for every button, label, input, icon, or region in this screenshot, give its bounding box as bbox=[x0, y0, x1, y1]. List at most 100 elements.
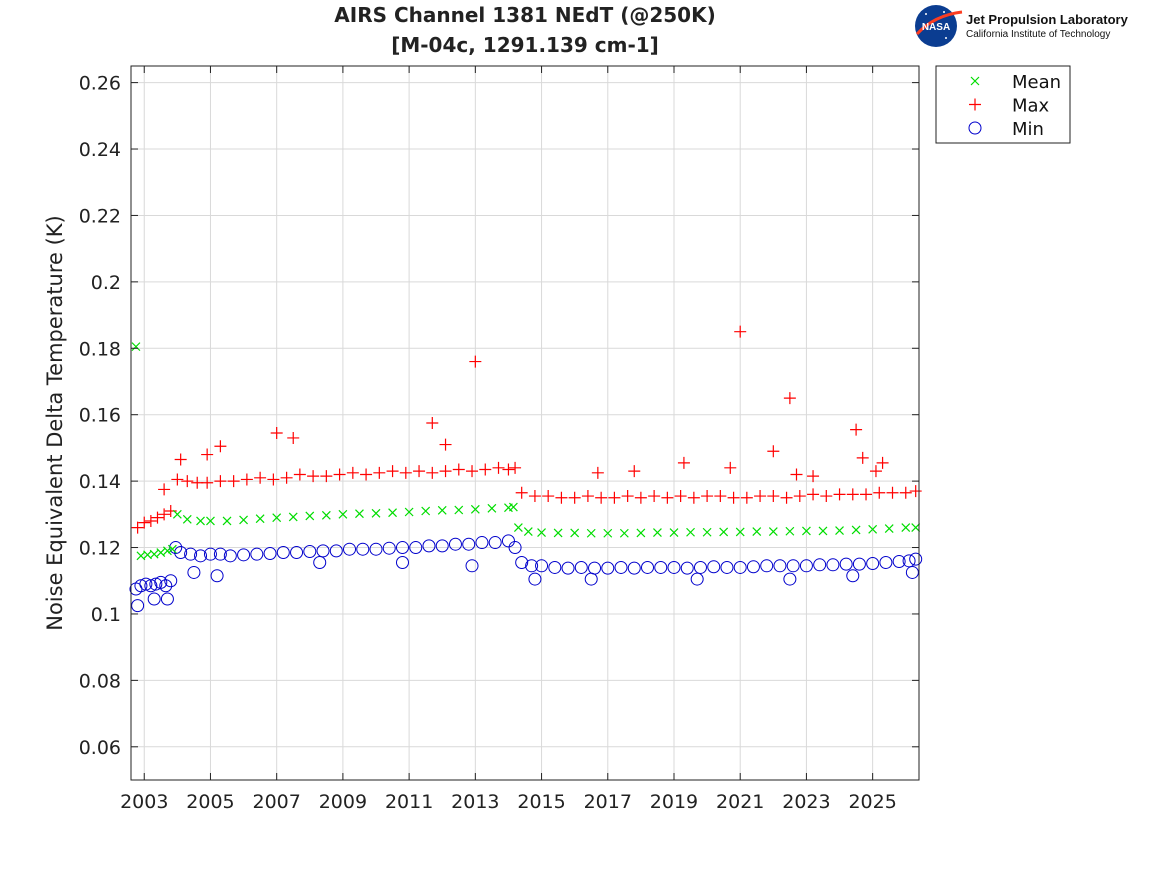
point-max bbox=[201, 476, 214, 489]
point-min bbox=[395, 555, 409, 569]
legend-box bbox=[935, 65, 1071, 144]
point-mean bbox=[338, 509, 348, 519]
point-min bbox=[760, 559, 774, 573]
series-max bbox=[131, 325, 922, 534]
point-mean bbox=[371, 508, 381, 518]
point-mean bbox=[669, 528, 679, 538]
point-max bbox=[509, 461, 522, 474]
point-mean bbox=[884, 524, 894, 534]
point-max bbox=[131, 521, 144, 534]
point-max bbox=[439, 465, 452, 478]
y-tick-label: 0.06 bbox=[79, 737, 121, 759]
x-tick-label: 2011 bbox=[385, 791, 433, 813]
point-max bbox=[214, 475, 227, 488]
point-min bbox=[488, 536, 502, 550]
point-max bbox=[542, 490, 555, 503]
point-min bbox=[290, 546, 304, 560]
point-min bbox=[448, 537, 462, 551]
point-min bbox=[343, 542, 357, 556]
point-max bbox=[807, 488, 820, 501]
point-mean bbox=[487, 503, 497, 513]
point-max bbox=[158, 483, 171, 496]
point-max bbox=[754, 490, 767, 503]
point-max bbox=[469, 355, 482, 368]
point-min bbox=[501, 534, 515, 548]
point-min bbox=[909, 552, 923, 566]
point-min bbox=[690, 572, 704, 586]
point-mean bbox=[131, 342, 141, 352]
point-mean bbox=[206, 516, 215, 526]
x-tick-label: 2005 bbox=[186, 791, 234, 813]
legend-marker-max bbox=[969, 98, 981, 111]
legend-marker-mean bbox=[970, 76, 980, 86]
point-min bbox=[187, 565, 201, 579]
point-max bbox=[386, 465, 399, 478]
point-min bbox=[160, 592, 174, 606]
point-mean bbox=[719, 527, 729, 537]
point-min bbox=[654, 560, 668, 574]
point-max bbox=[151, 511, 164, 524]
point-max bbox=[820, 490, 833, 503]
point-max bbox=[439, 438, 452, 451]
point-min bbox=[733, 560, 747, 574]
series-mean bbox=[131, 342, 921, 561]
point-max bbox=[714, 490, 727, 503]
x-tick-label: 2007 bbox=[253, 791, 301, 813]
point-min bbox=[369, 542, 383, 556]
point-mean bbox=[437, 505, 447, 515]
point-mean bbox=[149, 549, 159, 559]
point-min bbox=[303, 545, 317, 559]
point-min bbox=[584, 572, 598, 586]
y-axis-label: Noise Equivalent Delta Temperature (K) bbox=[43, 215, 67, 631]
point-min bbox=[852, 557, 866, 571]
point-max bbox=[734, 325, 747, 338]
x-tick-label: 2009 bbox=[319, 791, 367, 813]
point-min bbox=[475, 536, 489, 550]
point-max bbox=[158, 508, 171, 521]
y-tick-label: 0.14 bbox=[79, 471, 121, 493]
point-mean bbox=[785, 526, 795, 536]
point-max bbox=[227, 475, 240, 488]
point-max bbox=[595, 491, 608, 504]
y-tick-label: 0.1 bbox=[91, 604, 121, 626]
point-max bbox=[634, 491, 647, 504]
point-mean bbox=[818, 526, 828, 536]
point-min bbox=[535, 559, 549, 573]
point-max bbox=[909, 485, 922, 498]
point-mean bbox=[653, 528, 662, 538]
point-max bbox=[280, 471, 293, 484]
point-mean bbox=[167, 544, 177, 554]
series-layer bbox=[129, 325, 923, 613]
point-max bbox=[138, 516, 151, 529]
legend-label-max: Max bbox=[1012, 96, 1050, 117]
plot-frame bbox=[130, 65, 920, 781]
point-mean bbox=[768, 527, 778, 537]
point-min bbox=[250, 547, 264, 561]
point-mean bbox=[421, 506, 431, 516]
point-max bbox=[701, 490, 714, 503]
point-max bbox=[373, 466, 386, 479]
point-mean bbox=[735, 527, 745, 537]
point-min bbox=[210, 569, 224, 583]
point-min bbox=[316, 544, 330, 558]
y-tick-label: 0.2 bbox=[91, 272, 121, 294]
point-min bbox=[905, 565, 919, 579]
point-max bbox=[528, 490, 541, 503]
point-mean bbox=[802, 526, 811, 536]
point-max bbox=[492, 461, 505, 474]
point-max bbox=[591, 466, 604, 479]
point-max bbox=[144, 514, 157, 527]
point-max bbox=[608, 491, 621, 504]
point-max bbox=[807, 470, 820, 483]
point-max bbox=[555, 491, 568, 504]
point-min bbox=[693, 560, 707, 574]
point-min bbox=[465, 559, 479, 573]
point-mean bbox=[537, 528, 546, 538]
point-max bbox=[674, 490, 687, 503]
y-tick-label: 0.24 bbox=[79, 139, 121, 161]
point-max bbox=[568, 491, 581, 504]
point-mean bbox=[182, 514, 192, 524]
point-min bbox=[313, 555, 327, 569]
point-max bbox=[293, 468, 306, 481]
legend-label-min: Min bbox=[1012, 119, 1044, 140]
